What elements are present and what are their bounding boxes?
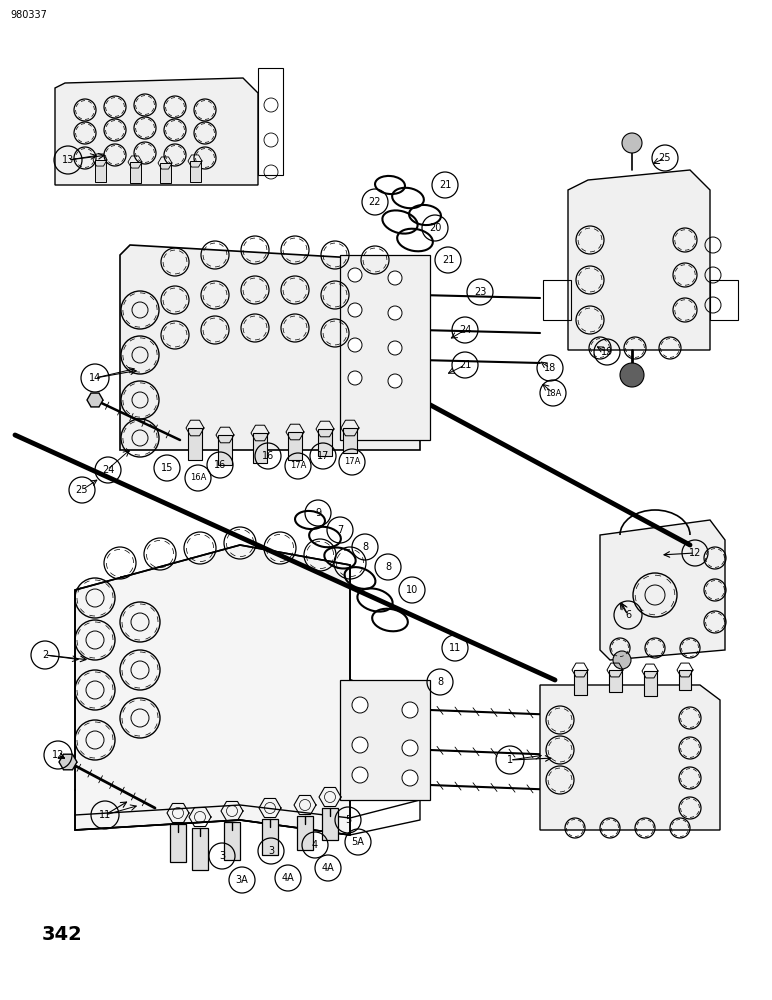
Text: 4A: 4A <box>282 873 294 883</box>
Text: 23: 23 <box>474 287 486 297</box>
Circle shape <box>348 371 362 385</box>
Text: 4A: 4A <box>322 863 334 873</box>
Text: 8: 8 <box>385 562 391 572</box>
Bar <box>297 816 313 850</box>
Circle shape <box>622 133 642 153</box>
Circle shape <box>348 338 362 352</box>
Polygon shape <box>59 754 77 770</box>
Bar <box>95 160 106 182</box>
Text: 18: 18 <box>544 363 556 373</box>
Text: 24: 24 <box>459 325 471 335</box>
Bar <box>710 280 738 320</box>
Text: 1: 1 <box>507 755 513 765</box>
Text: 17: 17 <box>317 451 329 461</box>
Polygon shape <box>75 545 420 835</box>
Text: 6: 6 <box>625 610 631 620</box>
Text: 11: 11 <box>99 810 111 820</box>
Bar <box>253 433 267 463</box>
Circle shape <box>388 271 402 285</box>
Bar <box>218 435 232 465</box>
Bar <box>574 670 587 695</box>
Text: 10: 10 <box>406 585 418 595</box>
Polygon shape <box>540 685 720 830</box>
Text: 980337: 980337 <box>10 10 47 20</box>
Bar <box>262 819 278 855</box>
Circle shape <box>402 740 418 756</box>
Circle shape <box>388 341 402 355</box>
Circle shape <box>348 268 362 282</box>
Text: 22: 22 <box>369 197 381 207</box>
Text: 16: 16 <box>214 460 226 470</box>
Circle shape <box>613 651 631 669</box>
Text: 12: 12 <box>689 548 701 558</box>
Text: 3A: 3A <box>235 875 249 885</box>
Bar <box>644 671 657 696</box>
Circle shape <box>352 697 368 713</box>
Text: 24: 24 <box>102 465 114 475</box>
Text: 11: 11 <box>449 643 461 653</box>
Bar <box>224 822 240 860</box>
Text: 21: 21 <box>459 360 471 370</box>
Bar <box>160 163 171 183</box>
Text: 4: 4 <box>312 840 318 850</box>
Text: 9: 9 <box>315 508 321 518</box>
Bar <box>543 280 571 320</box>
Circle shape <box>402 702 418 718</box>
Text: 20: 20 <box>428 223 441 233</box>
Polygon shape <box>600 520 725 660</box>
Text: 16A: 16A <box>190 474 206 483</box>
Text: 5: 5 <box>345 815 351 825</box>
Text: 12: 12 <box>52 750 64 760</box>
Circle shape <box>388 306 402 320</box>
Polygon shape <box>568 170 710 350</box>
Circle shape <box>402 770 418 786</box>
Circle shape <box>352 737 368 753</box>
Circle shape <box>352 767 368 783</box>
Text: 8: 8 <box>362 542 368 552</box>
Text: 19: 19 <box>601 347 613 357</box>
Circle shape <box>388 374 402 388</box>
Text: 5A: 5A <box>351 837 364 847</box>
Text: 342: 342 <box>42 926 83 944</box>
Text: 17A: 17A <box>344 458 361 466</box>
Bar <box>258 68 283 175</box>
Text: 25: 25 <box>76 485 88 495</box>
Bar <box>609 670 622 692</box>
Bar <box>170 824 186 862</box>
Bar <box>318 429 332 456</box>
Polygon shape <box>120 245 420 450</box>
Text: 21: 21 <box>438 180 451 190</box>
Text: 14: 14 <box>89 373 101 383</box>
Bar <box>679 670 691 690</box>
Text: 13: 13 <box>62 155 74 165</box>
Circle shape <box>620 363 644 387</box>
Bar <box>188 428 202 460</box>
Text: 2: 2 <box>42 650 48 660</box>
Text: 3: 3 <box>268 846 274 856</box>
Text: 3: 3 <box>219 851 225 861</box>
Bar <box>192 828 208 870</box>
Bar <box>340 255 430 440</box>
Bar <box>190 161 201 182</box>
Text: 16: 16 <box>262 451 274 461</box>
Text: 7: 7 <box>337 525 343 535</box>
Polygon shape <box>87 393 103 407</box>
Bar <box>288 432 302 460</box>
Bar <box>130 162 141 183</box>
Text: 18A: 18A <box>545 388 561 397</box>
Bar <box>340 680 430 800</box>
Circle shape <box>348 303 362 317</box>
Bar <box>343 428 357 453</box>
Text: 8: 8 <box>437 677 443 687</box>
Polygon shape <box>55 78 258 185</box>
Bar <box>322 808 338 840</box>
Text: 15: 15 <box>161 463 173 473</box>
Text: 17A: 17A <box>290 462 306 471</box>
Text: 25: 25 <box>659 153 671 163</box>
Text: 21: 21 <box>442 255 454 265</box>
